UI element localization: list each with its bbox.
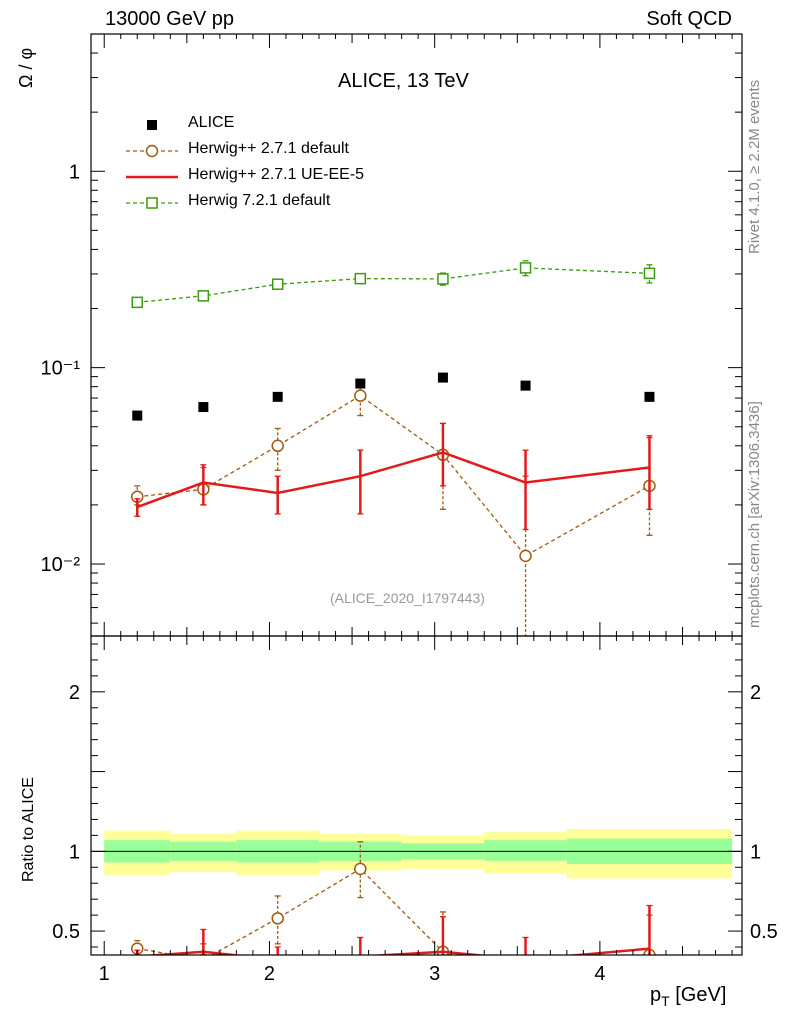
data-point <box>644 391 655 402</box>
legend-marker <box>147 120 157 130</box>
rivet-label: Rivet 4.1.0, ≥ 2.2M events <box>746 79 763 254</box>
y-axis-label-ratio: Ratio to ALICE <box>20 777 37 882</box>
ratio-frame <box>90 635 743 956</box>
data-point <box>271 278 284 290</box>
ratio-y-tick-label: 1 <box>69 841 80 863</box>
header-left: 13000 GeV pp <box>105 8 234 30</box>
series-line <box>141 947 650 955</box>
series-line <box>137 868 650 955</box>
chart-title: ALICE, 13 TeV <box>338 70 469 92</box>
data-point <box>437 273 449 285</box>
x-tick-label: 2 <box>264 963 275 985</box>
data-point <box>520 983 531 994</box>
data-point <box>131 296 144 309</box>
y-tick-label: 1 <box>69 161 80 183</box>
ratio-plot-area <box>91 828 742 994</box>
series-line <box>137 267 650 304</box>
data-point <box>199 953 208 955</box>
x-tick-label: 1 <box>99 963 110 985</box>
header-right: Soft QCD <box>646 8 732 30</box>
data-point <box>355 378 366 389</box>
ratio-y-tick-label-right: 1 <box>750 841 761 863</box>
main-plot-area <box>131 260 656 636</box>
data-point <box>354 862 367 876</box>
ratio-y-tick-label-right: 0.5 <box>750 921 778 943</box>
legend-label: Herwig++ 2.7.1 default <box>188 140 349 157</box>
legend-marker <box>146 197 158 209</box>
ratio-y-tick-label: 2 <box>69 682 80 704</box>
y-tick-label: 10⁻¹ <box>41 358 81 380</box>
ratio-band-inner <box>484 840 567 861</box>
legend-marker <box>145 144 159 158</box>
y-axis-label-main: Ω / φ <box>16 47 36 88</box>
data-point <box>520 380 531 391</box>
data-point <box>437 372 448 383</box>
legend-item-alice: ALICE <box>120 112 440 138</box>
x-axis-label-p: p <box>650 984 662 1006</box>
data-point <box>354 272 367 285</box>
legend-item-herwig-default: Herwig++ 2.7.1 default <box>120 138 440 164</box>
data-point <box>519 262 532 274</box>
ratio-y-tick-label-right: 2 <box>750 682 761 704</box>
legend-label: Herwig++ 2.7.1 UE-EE-5 <box>188 166 365 183</box>
x-axis-label-sub: T <box>661 993 670 1009</box>
ratio-y-tick-label: 0.5 <box>52 921 80 943</box>
x-tick-label: 3 <box>429 963 440 985</box>
x-axis-label: pT [GeV] <box>650 984 726 1009</box>
watermark: (ALICE_2020_I1797443) <box>330 590 485 606</box>
data-point <box>132 410 143 421</box>
data-point <box>643 267 656 280</box>
data-point <box>198 402 209 413</box>
legend-label: ALICE <box>188 114 235 131</box>
legend-item-herwig-ueee5: Herwig++ 2.7.1 UE-EE-5 <box>120 164 440 190</box>
series-line <box>136 451 650 509</box>
data-point <box>271 912 284 925</box>
data-point <box>354 389 367 402</box>
legend-item-herwig7: Herwig 7.2.1 default <box>120 190 440 216</box>
mcplots-label: mcplots.cern.ch [arXiv:1306.3436] <box>746 401 763 628</box>
data-point <box>197 290 210 302</box>
x-tick-label: 4 <box>594 963 605 985</box>
x-axis-label-unit: [GeV] <box>669 984 727 1006</box>
data-point <box>271 439 284 453</box>
data-point <box>272 391 283 402</box>
y-tick-label: 10⁻² <box>41 554 81 576</box>
legend-label: Herwig 7.2.1 default <box>188 192 331 209</box>
data-point <box>519 549 532 563</box>
